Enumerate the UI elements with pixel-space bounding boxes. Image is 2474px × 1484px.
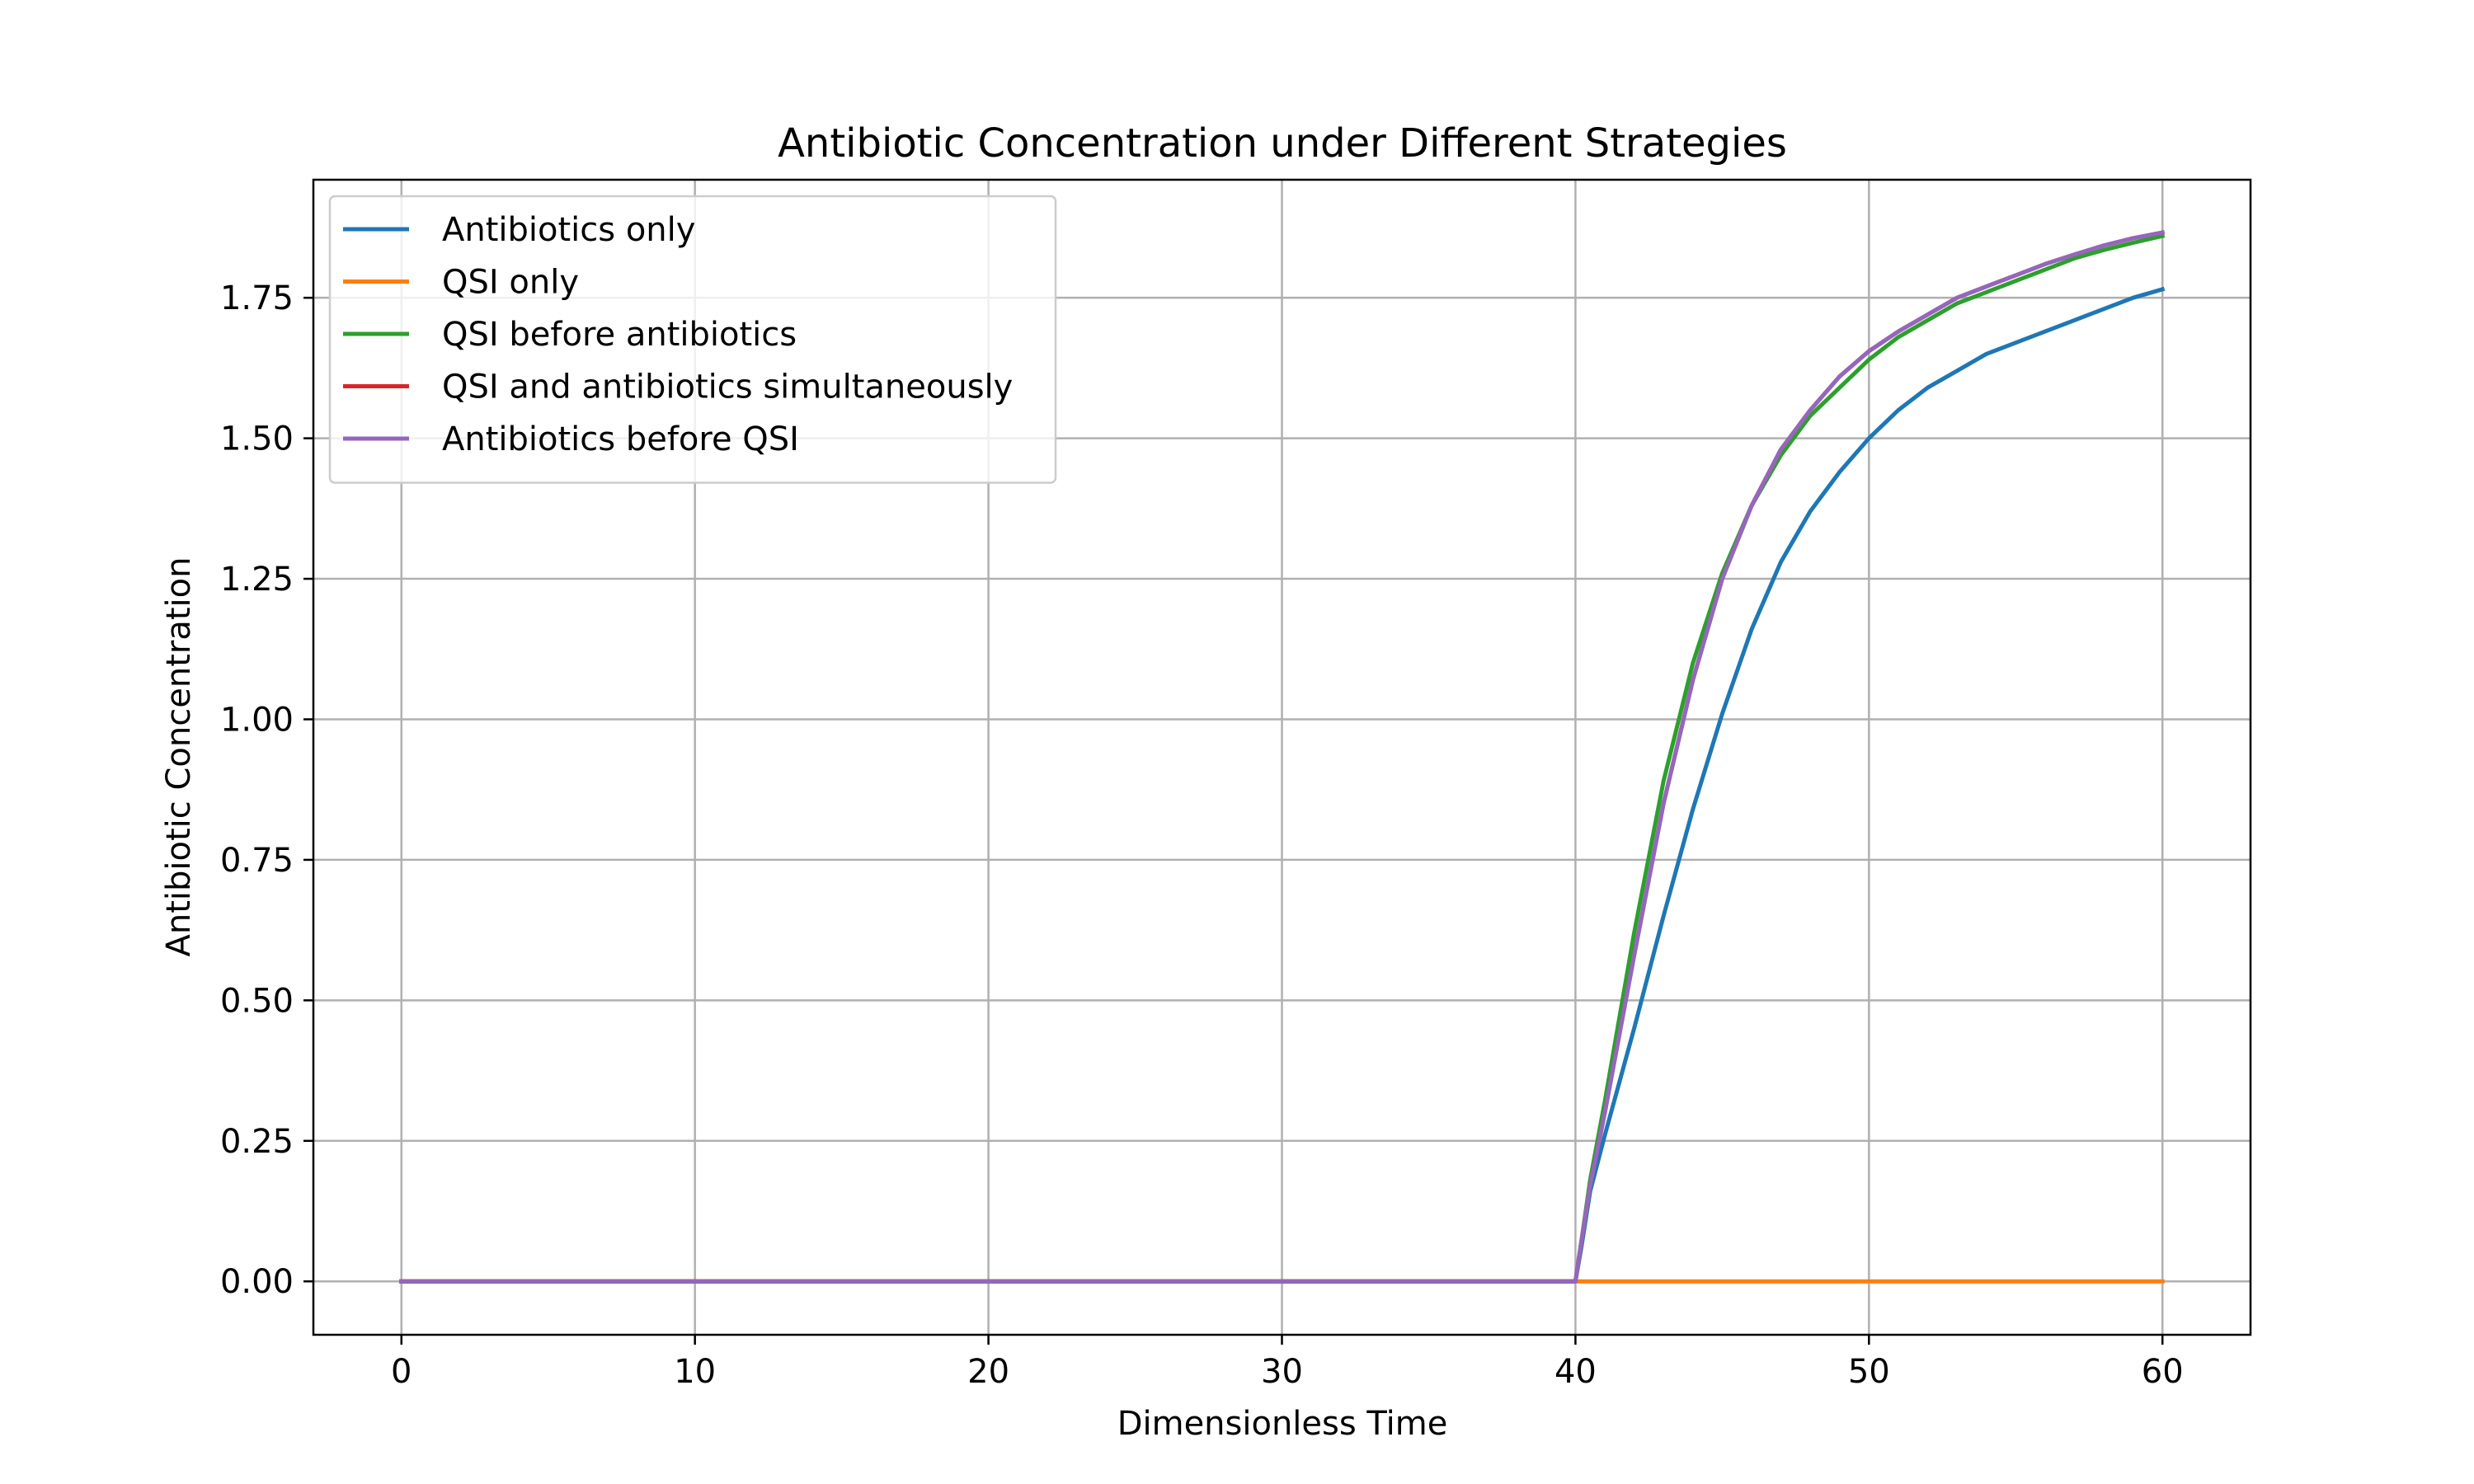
y-tick-label: 1.00	[220, 701, 294, 739]
axis-ticks: 0 10 20 30 40 50 60 0.00 0.25 0.50 0.75 1.00 1.25 1.5…	[220, 279, 2184, 1391]
legend: Antibiotics only QSI only QSI before antib…	[328, 195, 1057, 484]
x-tick-label: 50	[1848, 1353, 1890, 1391]
x-tick-label: 60	[2142, 1353, 2184, 1391]
y-tick-label: 1.50	[220, 420, 294, 458]
y-tick-label: 1.25	[220, 561, 294, 599]
series-line-5	[399, 230, 2166, 1284]
y-tick-label: 0.50	[220, 982, 294, 1020]
legend-label: QSI and antibiotics simultaneously	[442, 369, 1013, 406]
y-tick-label: 0.25	[220, 1123, 294, 1161]
legend-label: Antibiotics only	[442, 211, 695, 249]
x-tick-label: 20	[967, 1353, 1009, 1391]
x-tick-label: 30	[1261, 1353, 1303, 1391]
x-tick-label: 0	[391, 1353, 412, 1391]
legend-box	[328, 195, 1057, 484]
chart-title: Antibiotic Concentration under Different…	[778, 120, 1787, 167]
y-tick-label: 0.75	[220, 842, 294, 880]
y-tick-label: 1.75	[220, 279, 294, 317]
legend-label: Antibiotics before QSI	[442, 420, 799, 458]
y-tick-label: 0.00	[220, 1263, 294, 1301]
series-lines	[399, 230, 2166, 1284]
x-tick-label: 40	[1554, 1353, 1597, 1391]
legend-label: QSI before antibiotics	[442, 316, 797, 354]
x-tick-label: 10	[674, 1353, 716, 1391]
legend-label: QSI only	[442, 264, 579, 302]
x-axis-label: Dimensionless Time	[1117, 1405, 1448, 1443]
y-axis-label: Antibiotic Concentration	[160, 557, 198, 957]
